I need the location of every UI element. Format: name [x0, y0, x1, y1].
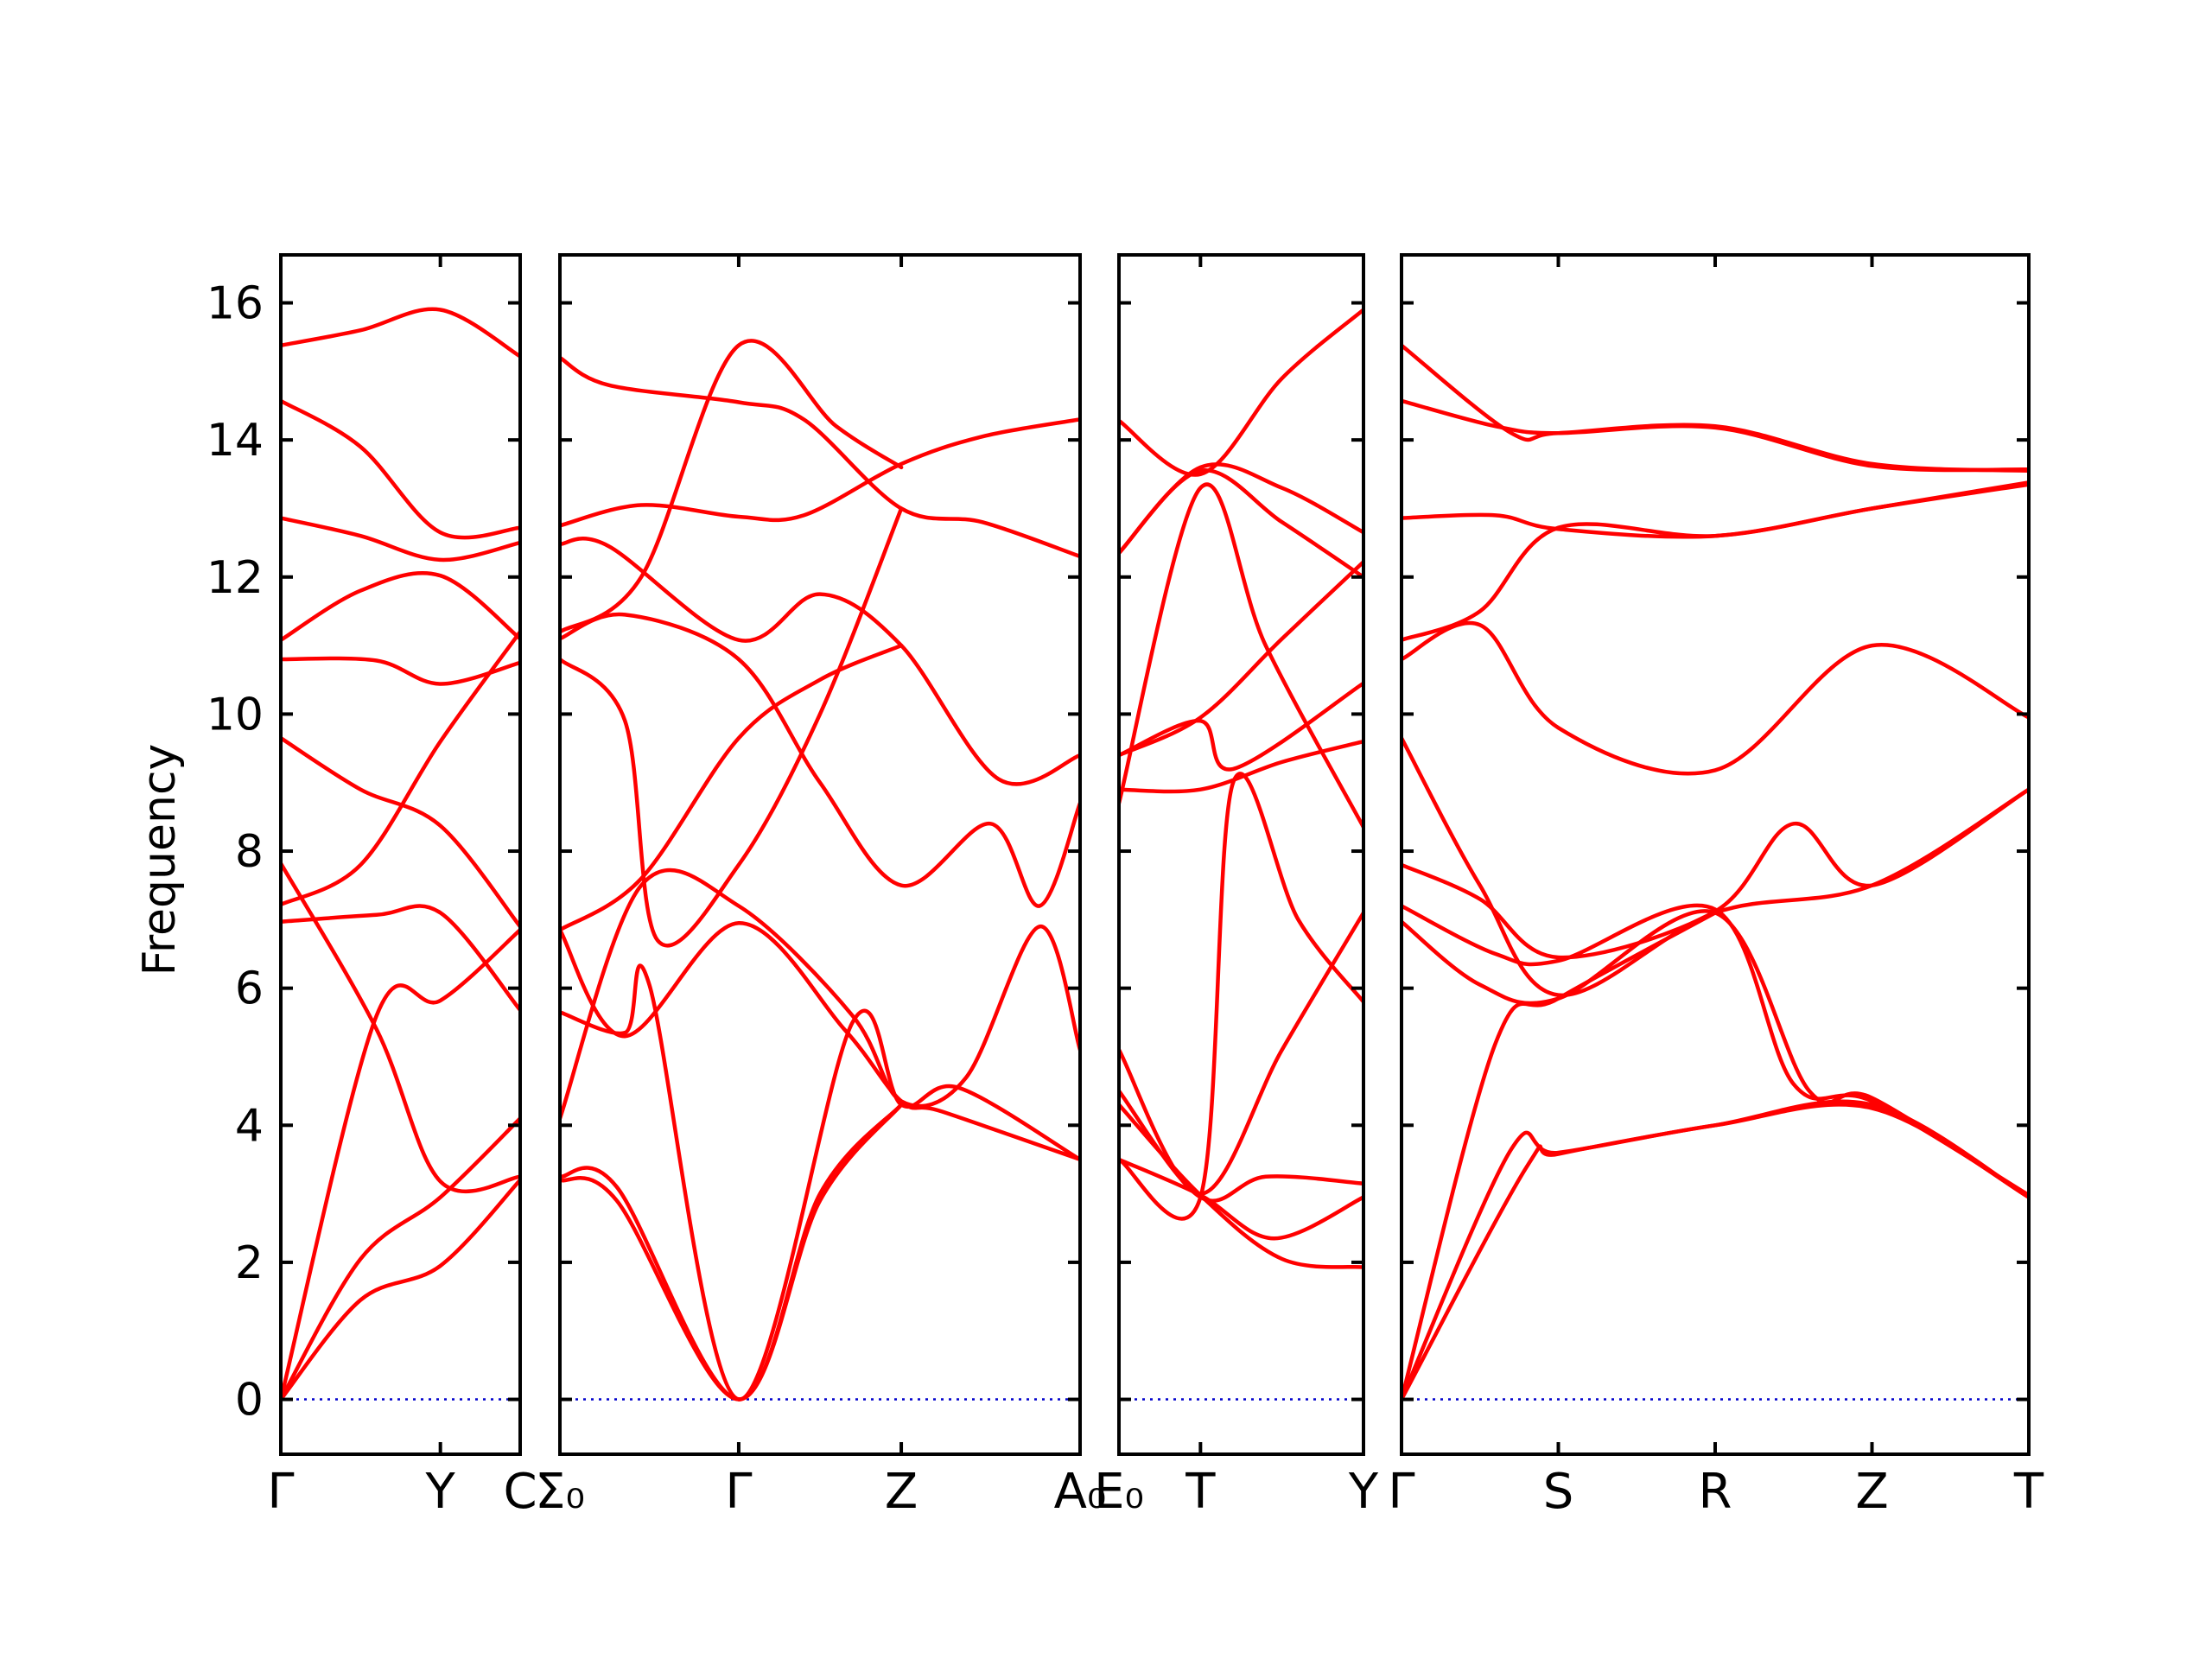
y-tick-label: 0: [235, 1375, 264, 1427]
band-line-11: [1402, 1103, 2029, 1402]
panel-2: Σ₀ Γ Z A₀: [535, 253, 1107, 1520]
band-line-9: [1119, 772, 1363, 1221]
band-line-1: [281, 307, 520, 359]
q-point-label: Y: [1348, 1464, 1379, 1520]
panel-3-bands: [1119, 308, 1363, 1269]
band-line-6: [1119, 681, 1363, 772]
band-line-8: [1402, 903, 2029, 1198]
band-line-12: [1119, 1103, 1363, 1269]
q-point-label: Σ₀: [535, 1464, 585, 1520]
q-point-label: S: [1543, 1464, 1574, 1520]
band-line-6: [560, 506, 904, 948]
band-line-7: [1402, 787, 2029, 960]
panel-3-frame: [1117, 253, 1365, 1456]
band-line-3: [1402, 482, 2029, 539]
band-line-12: [560, 1103, 904, 1402]
band-line-3: [560, 339, 904, 634]
band-line-11: [281, 1116, 520, 1402]
q-point-label: Γ: [1388, 1464, 1414, 1520]
band-line-12: [1402, 1099, 2029, 1402]
band-line-4: [560, 537, 1080, 786]
panel-2-frame: [558, 253, 1082, 1456]
band-line-3: [281, 516, 520, 563]
band-line-10: [281, 927, 520, 1402]
panel-3: E₀ T Y: [1094, 253, 1379, 1520]
y-tick-label: 12: [207, 552, 264, 604]
q-point-label: R: [1699, 1464, 1732, 1520]
band-line-11: [560, 1103, 904, 1402]
band-line-4: [1119, 560, 1363, 758]
q-point-label: T: [2013, 1464, 2044, 1520]
band-line-3: [1119, 468, 1363, 580]
y-tick-label: 2: [235, 1237, 264, 1289]
q-point-label: Z: [1855, 1464, 1888, 1520]
band-line-7: [560, 643, 904, 932]
band-line-9: [281, 904, 520, 1013]
band-line-8: [560, 868, 1080, 1121]
band-line-2: [281, 398, 520, 540]
panel-1-bands: [281, 307, 520, 1402]
q-point-label: T: [1185, 1464, 1216, 1520]
band-line-7: [1119, 739, 1363, 794]
band-line-6: [281, 735, 520, 929]
band-line-12: [281, 1178, 520, 1402]
y-tick-label: 8: [235, 826, 264, 878]
band-line-11: [1119, 1089, 1363, 1203]
band-line-5: [281, 656, 520, 686]
y-tick-label: 16: [207, 278, 264, 330]
y-axis-title: Frequency: [134, 744, 186, 976]
band-line-10: [560, 921, 1080, 1162]
band-line-10: [1119, 1157, 1363, 1241]
q-point-label: Y: [425, 1464, 456, 1520]
panel-1: 0 2 4 6 8 10 12 14 16 Γ Y C: [207, 253, 537, 1520]
band-line-8: [281, 629, 520, 907]
q-point-label: Z: [885, 1464, 918, 1520]
y-tick-label: 6: [235, 963, 264, 1015]
panel-4-frame: [1400, 253, 2031, 1456]
band-line-2: [1402, 398, 2029, 473]
q-point-label: C: [503, 1464, 537, 1520]
band-line-5: [1119, 482, 1363, 830]
y-tick-label: 4: [235, 1100, 264, 1152]
band-line-9: [560, 963, 1080, 1402]
q-point-label: Γ: [725, 1464, 752, 1520]
band-line-9: [1402, 909, 2029, 1199]
band-line-10: [1402, 911, 1718, 1402]
panel-1-frame: [279, 253, 522, 1456]
y-tick-label: 10: [207, 689, 264, 741]
band-line-4: [281, 570, 520, 642]
band-line-1: [560, 355, 1080, 559]
band-line-6: [1402, 735, 2029, 997]
q-point-label: E₀: [1094, 1464, 1144, 1520]
band-line-7: [281, 861, 520, 1194]
y-tick-label: 14: [207, 415, 264, 467]
band-line-5: [560, 612, 1080, 908]
q-point-label: Γ: [267, 1464, 294, 1520]
q-point-label: A₀: [1054, 1464, 1107, 1520]
band-line-5: [1402, 620, 2029, 776]
panel-2-bands: [560, 339, 1080, 1402]
panel-4-bands: [1402, 343, 2029, 1402]
band-line-1: [1119, 308, 1363, 477]
band-line-4: [1402, 480, 2029, 642]
band-line-1: [1402, 343, 2029, 474]
band-line-8: [1119, 911, 1363, 1196]
band-line-2: [560, 417, 1080, 528]
